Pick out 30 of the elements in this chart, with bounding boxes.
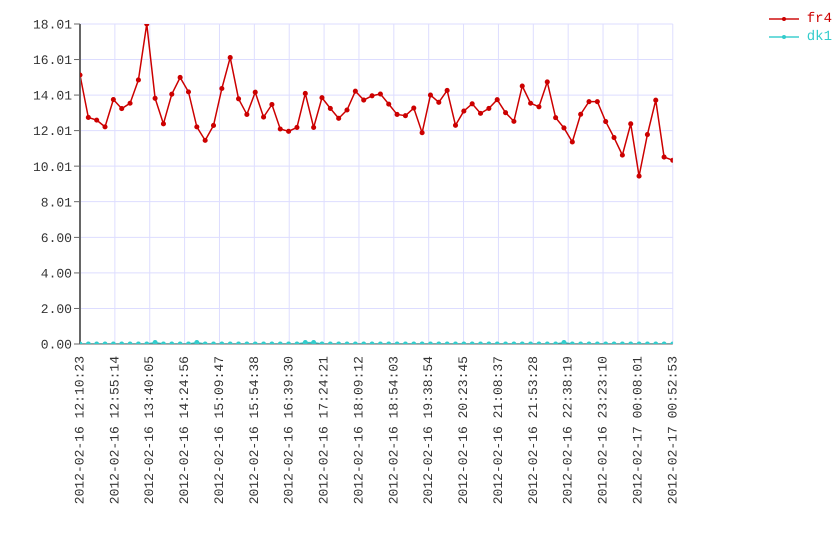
x-tick-label: 2012-02-16 20:23:45 xyxy=(456,356,472,504)
y-tick-label: 8.01 xyxy=(40,195,72,210)
y-tick-label: 4.00 xyxy=(40,266,72,282)
x-tick-label: 2012-02-16 17:24:21 xyxy=(316,356,332,504)
y-tick-label: 14.01 xyxy=(32,88,72,104)
legend-label: fr4 xyxy=(806,11,832,27)
x-tick-label: 2012-02-16 19:38:54 xyxy=(421,356,436,504)
y-tick-label: 6.00 xyxy=(40,231,72,246)
x-tick-label: 2012-02-16 12:10:23 xyxy=(72,356,88,504)
y-tick-label: 0.00 xyxy=(40,338,72,353)
x-tick-label: 2012-02-16 13:40:05 xyxy=(142,356,158,504)
x-tick-label: 2012-02-16 21:08:37 xyxy=(490,356,506,504)
x-tick-label: 2012-02-17 00:52:53 xyxy=(665,356,680,504)
x-tick-label: 2012-02-16 16:39:30 xyxy=(282,356,297,504)
y-tick-label: 18.01 xyxy=(32,18,72,33)
x-tick-label: 2012-02-17 00:08:01 xyxy=(630,356,646,504)
x-tick-label: 2012-02-16 18:54:03 xyxy=(386,356,402,504)
y-tick-label: 16.01 xyxy=(32,53,72,68)
x-tick-label: 2012-02-16 14:24:56 xyxy=(177,356,192,504)
x-tick-label: 2012-02-16 21:53:28 xyxy=(526,356,541,504)
legend-label: dk1 xyxy=(806,29,832,45)
x-tick-label: 2012-02-16 18:09:12 xyxy=(351,356,366,504)
y-tick-label: 10.01 xyxy=(32,160,72,175)
y-tick-label: 12.01 xyxy=(32,124,72,140)
x-tick-label: 2012-02-16 12:55:14 xyxy=(107,356,122,504)
x-tick-label: 2012-02-16 22:38:19 xyxy=(560,356,576,504)
x-tick-label: 2012-02-16 15:54:38 xyxy=(246,356,262,504)
y-tick-label: 2.00 xyxy=(40,302,72,318)
x-tick-label: 2012-02-16 23:23:10 xyxy=(596,356,611,504)
x-tick-label: 2012-02-16 15:09:47 xyxy=(212,356,227,504)
